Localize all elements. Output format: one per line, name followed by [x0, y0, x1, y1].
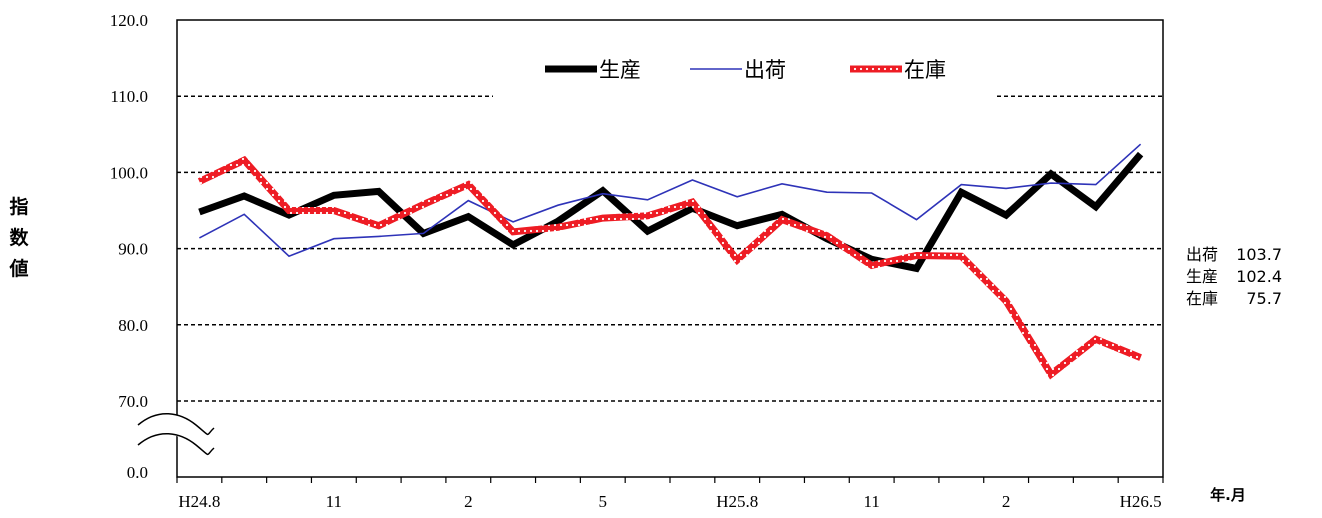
end-label-value: 75.7: [1246, 289, 1282, 308]
end-label-name: 在庫: [1186, 289, 1218, 308]
x-tick-label: H26.5: [1120, 492, 1162, 511]
x-tick-label: 11: [863, 492, 879, 511]
legend-label: 生産: [599, 58, 641, 82]
x-tick-label: H25.8: [716, 492, 758, 511]
end-label-name: 出荷: [1186, 245, 1218, 264]
series-line-出荷: [199, 144, 1140, 256]
y-tick-label: 110.0: [110, 87, 148, 106]
x-tick-label: 2: [1002, 492, 1011, 511]
y-axis-label-char: 数: [9, 226, 29, 249]
end-label-value: 102.4: [1236, 267, 1282, 286]
end-label-name: 生産: [1186, 267, 1218, 286]
y-tick-label: 70.0: [118, 392, 148, 411]
end-label-value: 103.7: [1236, 245, 1282, 264]
y-axis-label-char: 指: [9, 196, 28, 218]
y-tick-label: 100.0: [110, 163, 148, 182]
x-tick-label: 11: [326, 492, 342, 511]
legend-label: 出荷: [744, 58, 786, 82]
x-tick-label: H24.8: [178, 492, 220, 511]
y-tick-label: 90.0: [118, 240, 148, 259]
y-tick-label: 120.0: [110, 11, 148, 30]
x-tick-label: 5: [599, 492, 608, 511]
x-axis-label: 年.月: [1210, 486, 1246, 504]
legend-label: 在庫: [904, 58, 946, 82]
x-tick-label: 2: [464, 492, 473, 511]
y-tick-label: 0.0: [127, 463, 148, 482]
y-tick-label: 80.0: [118, 316, 148, 335]
y-axis-label-char: 値: [8, 258, 28, 280]
